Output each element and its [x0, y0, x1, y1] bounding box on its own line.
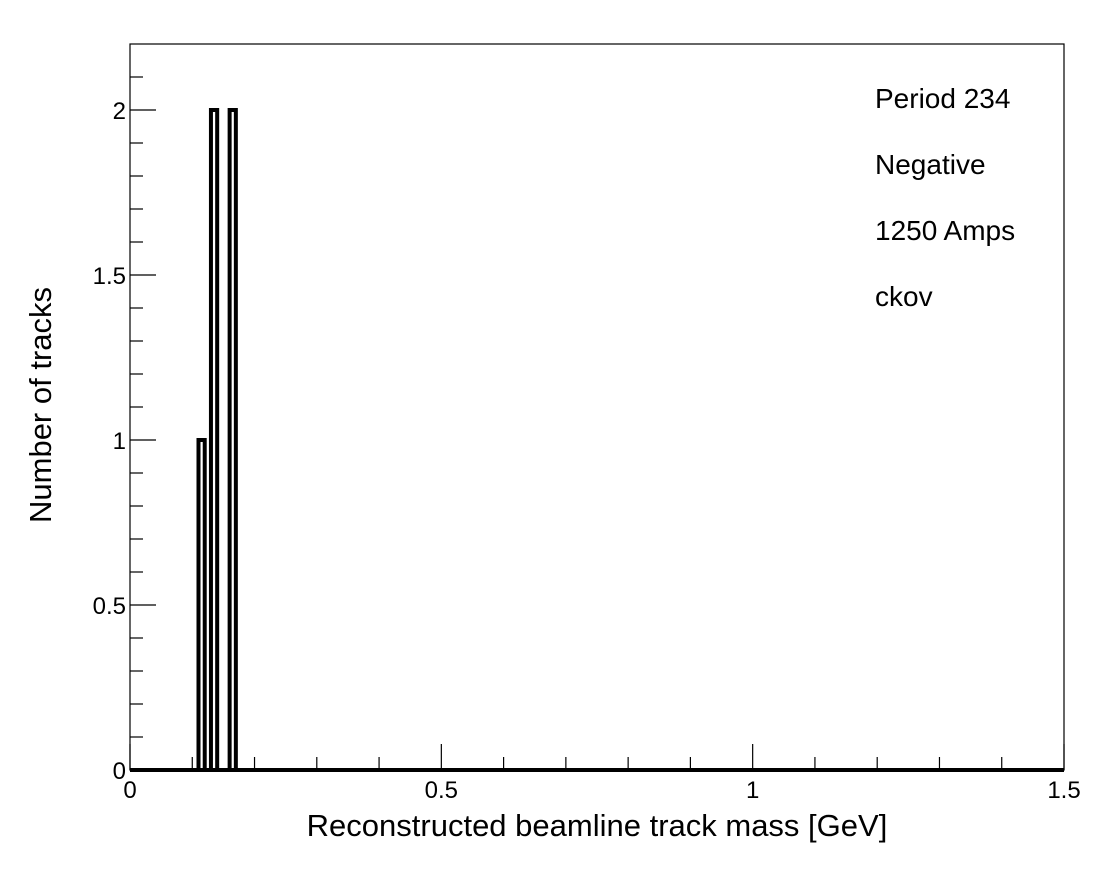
y-tick-label: 0 — [113, 758, 126, 785]
histogram-bar — [196, 438, 207, 772]
x-tick-label: 0.5 — [425, 777, 458, 804]
y-axis-title: Number of tracks — [23, 287, 58, 523]
histogram-bar — [227, 108, 238, 772]
axis-ticks — [129, 76, 1065, 771]
histogram-bars — [196, 108, 238, 772]
y-tick-label: 1 — [113, 428, 126, 455]
y-tick-label: 2 — [113, 98, 126, 125]
y-tick-label: 1.5 — [93, 263, 126, 290]
x-axis-title: Reconstructed beamline track mass [GeV] — [307, 808, 888, 843]
y-tick-label: 0.5 — [93, 593, 126, 620]
annotation-polarity: Negative — [875, 149, 986, 180]
x-tick-label: 0 — [123, 777, 136, 804]
annotation-period: Period 234 — [875, 83, 1010, 114]
x-tick-labels: 0 0.5 1 1.5 — [123, 777, 1080, 804]
y-tick-labels: 0 0.5 1 1.5 2 — [93, 98, 126, 785]
annotation-current: 1250 Amps — [875, 215, 1015, 246]
x-tick-label: 1 — [746, 777, 759, 804]
annotation-detector: ckov — [875, 281, 933, 312]
x-tick-label: 1.5 — [1047, 777, 1080, 804]
histogram-bar — [208, 108, 220, 772]
